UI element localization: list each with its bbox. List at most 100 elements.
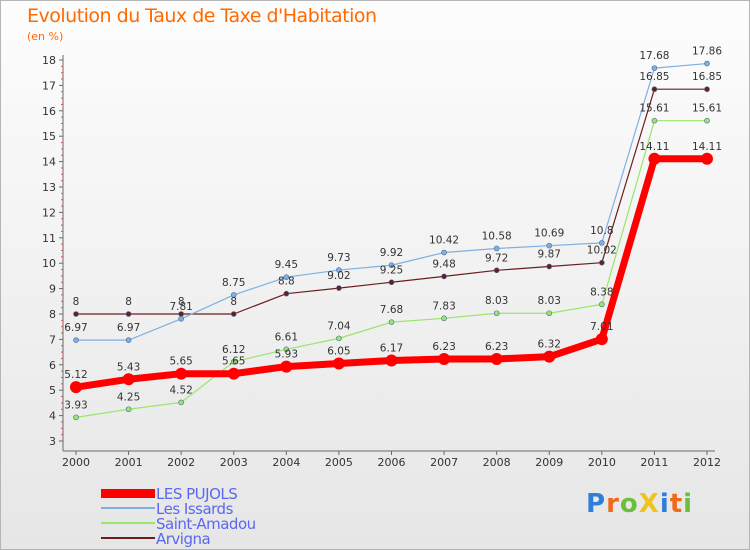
x-tick-label: 2001 xyxy=(115,456,143,469)
data-point xyxy=(283,290,290,297)
data-label: 9.45 xyxy=(275,259,298,271)
data-point xyxy=(283,346,290,353)
data-label: 6.05 xyxy=(327,346,350,358)
data-label: 10.42 xyxy=(429,235,459,247)
data-label: 5.43 xyxy=(117,361,140,373)
data-point xyxy=(704,60,710,67)
data-point xyxy=(336,267,342,273)
data-label: 6.17 xyxy=(380,342,403,354)
y-tick-label: 8 xyxy=(49,308,56,321)
x-tick-label: 2003 xyxy=(220,456,248,469)
y-tick-label: 16 xyxy=(42,105,56,118)
data-point xyxy=(595,333,608,346)
data-point xyxy=(283,274,290,280)
data-point xyxy=(543,350,556,363)
data-label: 6.97 xyxy=(117,322,140,334)
data-point xyxy=(73,311,79,317)
y-tick-label: 15 xyxy=(42,130,56,143)
x-tick-label: 2002 xyxy=(167,456,195,469)
data-point xyxy=(73,337,79,343)
data-label: 17.86 xyxy=(692,46,722,58)
data-point xyxy=(336,335,342,342)
data-point xyxy=(546,242,553,249)
data-point xyxy=(230,358,237,365)
y-tick-label: 18 xyxy=(42,54,56,67)
legend-swatch xyxy=(101,522,155,524)
data-label: 8.38 xyxy=(590,286,613,298)
data-label: 7.01 xyxy=(590,321,613,333)
data-label: 3.93 xyxy=(64,399,87,411)
data-point xyxy=(704,117,710,124)
x-tick-label: 2005 xyxy=(325,456,353,469)
y-tick-label: 4 xyxy=(49,410,56,423)
data-label: 8 xyxy=(73,296,80,308)
chart-title: Evolution du Taux de Taxe d'Habitation xyxy=(27,5,377,27)
data-point xyxy=(441,249,447,256)
data-label: 7.81 xyxy=(169,301,192,313)
brand-letter: P xyxy=(586,489,607,519)
y-tick-label: 9 xyxy=(49,283,56,296)
y-tick-label: 5 xyxy=(49,384,56,397)
legend-swatch xyxy=(101,507,155,509)
data-point xyxy=(438,352,451,365)
data-label: 8 xyxy=(125,296,132,308)
data-label: 9.25 xyxy=(380,264,403,276)
data-label: 14.11 xyxy=(692,141,722,153)
data-label: 15.61 xyxy=(692,103,722,115)
data-label: 8 xyxy=(230,296,237,308)
data-point xyxy=(648,152,661,165)
data-point xyxy=(493,245,500,252)
data-label: 10.02 xyxy=(587,245,617,257)
data-label: 9.02 xyxy=(327,270,350,282)
data-point xyxy=(280,360,293,373)
legend-label: Saint-Amadou xyxy=(156,515,256,533)
data-label: 8.75 xyxy=(222,277,245,289)
data-point xyxy=(441,273,447,280)
data-point xyxy=(546,263,553,270)
brand-letter: i xyxy=(659,489,670,519)
x-tick-label: 2007 xyxy=(430,456,458,469)
x-tick-label: 2000 xyxy=(62,456,90,469)
data-label: 10.58 xyxy=(482,230,512,242)
data-label: 7.04 xyxy=(327,320,351,332)
data-label: 6.23 xyxy=(432,341,455,353)
data-point xyxy=(388,262,395,269)
x-tick-label: 2004 xyxy=(272,456,300,469)
data-point xyxy=(230,311,237,317)
data-label: 14.11 xyxy=(639,141,669,153)
data-label: 16.85 xyxy=(639,71,669,83)
data-point xyxy=(178,316,184,322)
y-tick-label: 17 xyxy=(42,79,56,92)
data-point xyxy=(73,414,79,421)
data-label: 6.61 xyxy=(275,331,298,343)
data-label: 10.69 xyxy=(534,228,564,240)
data-label: 6.12 xyxy=(222,344,245,356)
data-label: 8 xyxy=(178,296,185,308)
y-tick-label: 13 xyxy=(42,181,56,194)
brand-letter: X xyxy=(638,489,660,519)
data-label: 10.8 xyxy=(590,225,613,237)
data-point xyxy=(651,86,658,93)
data-point xyxy=(388,279,395,286)
data-point xyxy=(493,267,500,274)
data-label: 6.97 xyxy=(64,322,87,334)
data-point xyxy=(701,152,713,165)
data-label: 9.72 xyxy=(485,252,508,264)
data-point xyxy=(332,357,345,370)
x-tick-label: 2006 xyxy=(378,456,406,469)
data-label: 5.65 xyxy=(222,356,245,368)
data-point xyxy=(178,399,184,406)
data-label: 8.03 xyxy=(485,295,508,307)
x-tick-label: 2011 xyxy=(640,456,668,469)
data-point xyxy=(70,381,82,394)
x-tick-label: 2012 xyxy=(693,456,721,469)
legend-label: Arvigna xyxy=(156,530,211,548)
data-label: 9.48 xyxy=(432,258,455,270)
data-label: 7.83 xyxy=(432,300,455,312)
data-label: 5.65 xyxy=(169,356,192,368)
data-point xyxy=(388,319,395,325)
legend-swatch xyxy=(101,488,155,498)
brand-letter: i xyxy=(683,489,694,519)
y-tick-label: 6 xyxy=(49,359,56,372)
